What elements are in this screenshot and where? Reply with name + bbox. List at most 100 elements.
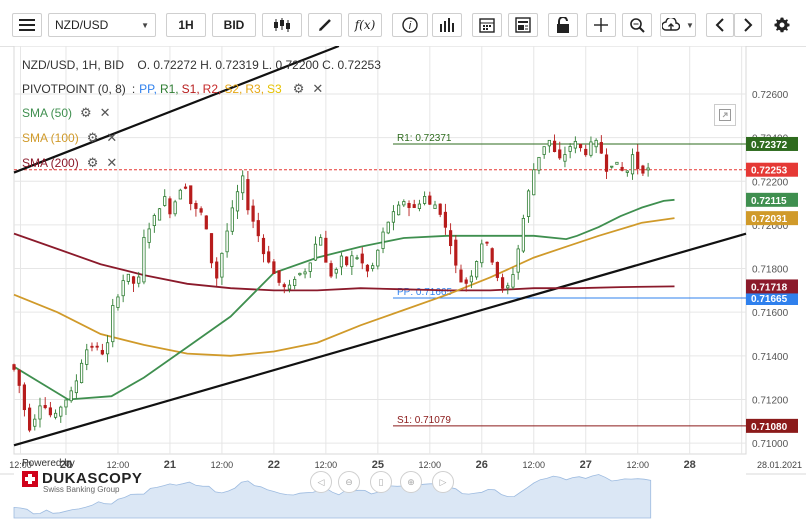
candle [339,252,344,276]
candle-body [615,161,619,165]
zoom-button[interactable] [622,13,652,37]
close-icon[interactable]: ✕ [312,81,324,96]
candle [511,267,515,290]
next-button[interactable] [734,13,762,37]
upload-button[interactable]: ▼ [660,13,696,37]
candle-body [241,175,245,194]
candle [365,264,370,278]
candle-body [215,261,219,279]
candle [412,199,416,209]
x-tick-label: 12:00 [211,460,234,470]
candle-body [33,418,37,427]
trendline [13,44,340,174]
candle-body [620,166,624,171]
candle-body [474,261,479,278]
sma100-line [13,217,675,357]
prev-button[interactable] [706,13,734,37]
volume-button[interactable] [432,13,462,37]
close-icon[interactable]: ✕ [106,155,118,170]
x-tick-label: 28 [684,459,696,471]
candle-body [308,262,312,272]
candle [204,215,208,230]
candle-body [397,204,401,216]
zoom-in-button[interactable]: ⊕ [400,471,422,493]
candle [116,294,120,311]
gear-icon[interactable]: ⚙ [292,81,305,96]
candle [53,409,58,420]
zoom-out-button[interactable]: ⊖ [338,471,360,493]
trendline [13,232,747,447]
candle-body [542,146,546,155]
candles-icon [274,18,290,32]
candle [79,359,84,384]
pivot-levels: PP, R1, S1, R2, S2, R3, S3 [139,82,285,96]
scroll-right-button[interactable]: ▷ [432,471,454,493]
gear-icon[interactable]: ⚙ [86,130,99,145]
candle-body [428,195,432,205]
indicator-sma200: SMA (200) ⚙ ✕ [22,155,117,171]
chart-type-button[interactable] [262,13,302,37]
calendar-button[interactable] [472,13,502,37]
candle-body [189,185,193,205]
candle [485,241,489,247]
candle-body [500,277,505,289]
candle-body [589,141,593,156]
lock-button[interactable] [548,13,578,37]
scroll-left-button[interactable]: ◁ [310,471,332,493]
candle-body [116,296,120,308]
candle [423,191,427,206]
collapse-icon [719,109,731,121]
candle-body [43,405,47,409]
candle-body [449,230,453,247]
settings-button[interactable] [768,13,796,37]
function-button[interactable]: f(x) [348,13,382,37]
candle [209,233,214,269]
candle [27,403,32,433]
chart-area[interactable]: R1: 0.72371 PP: 0.71665 S1: 0.71079 0.7260… [0,44,806,522]
candle-body [173,201,177,215]
close-icon[interactable]: ✕ [106,130,118,145]
candle [573,136,577,154]
navigator-area [13,474,652,519]
candle-body [168,198,172,215]
candle-body [59,406,63,417]
candle-body [630,154,635,175]
price-chart[interactable]: R1: 0.72371 PP: 0.71665 S1: 0.71079 0.7260… [0,44,806,522]
collapse-button[interactable] [714,104,736,126]
pivot-level-label: R2, [202,82,222,96]
info-button[interactable]: i [392,13,428,37]
news-button[interactable] [508,13,538,37]
candle-body [105,342,110,355]
candle-body [407,203,411,208]
symbol-selector[interactable]: NZD/USD ▼ [48,13,156,37]
candle-body [137,276,141,284]
gear-icon[interactable]: ⚙ [86,155,99,170]
candle-body [558,149,562,159]
x-tick-label: 12:00 [9,460,32,470]
candle-body [350,255,354,267]
price-type-selector[interactable]: BID [212,13,256,37]
candle-body [339,255,344,268]
pivot-level-label: S2, [224,82,243,96]
crosshair-button[interactable] [586,13,616,37]
candle-body [329,263,333,277]
menu-button[interactable] [12,13,42,37]
close-icon[interactable]: ✕ [99,105,111,120]
current-price-badge [746,162,798,177]
draw-button[interactable] [308,13,342,37]
candle [578,143,583,152]
gear-icon[interactable]: ⚙ [80,105,92,120]
candle-body [381,231,385,249]
candle [599,135,603,154]
candle-body [391,211,396,223]
candle-body [636,151,640,169]
candle-body [532,169,536,196]
candle-body [573,140,577,149]
candle-body [303,271,307,275]
x-tick-label: 26 [476,459,488,471]
candle [59,405,63,423]
candle [64,399,68,416]
timeframe-selector[interactable]: 1H [166,13,206,37]
chevron-down-icon: ▼ [141,20,149,30]
reset-view-button[interactable]: ▯ [370,471,392,493]
